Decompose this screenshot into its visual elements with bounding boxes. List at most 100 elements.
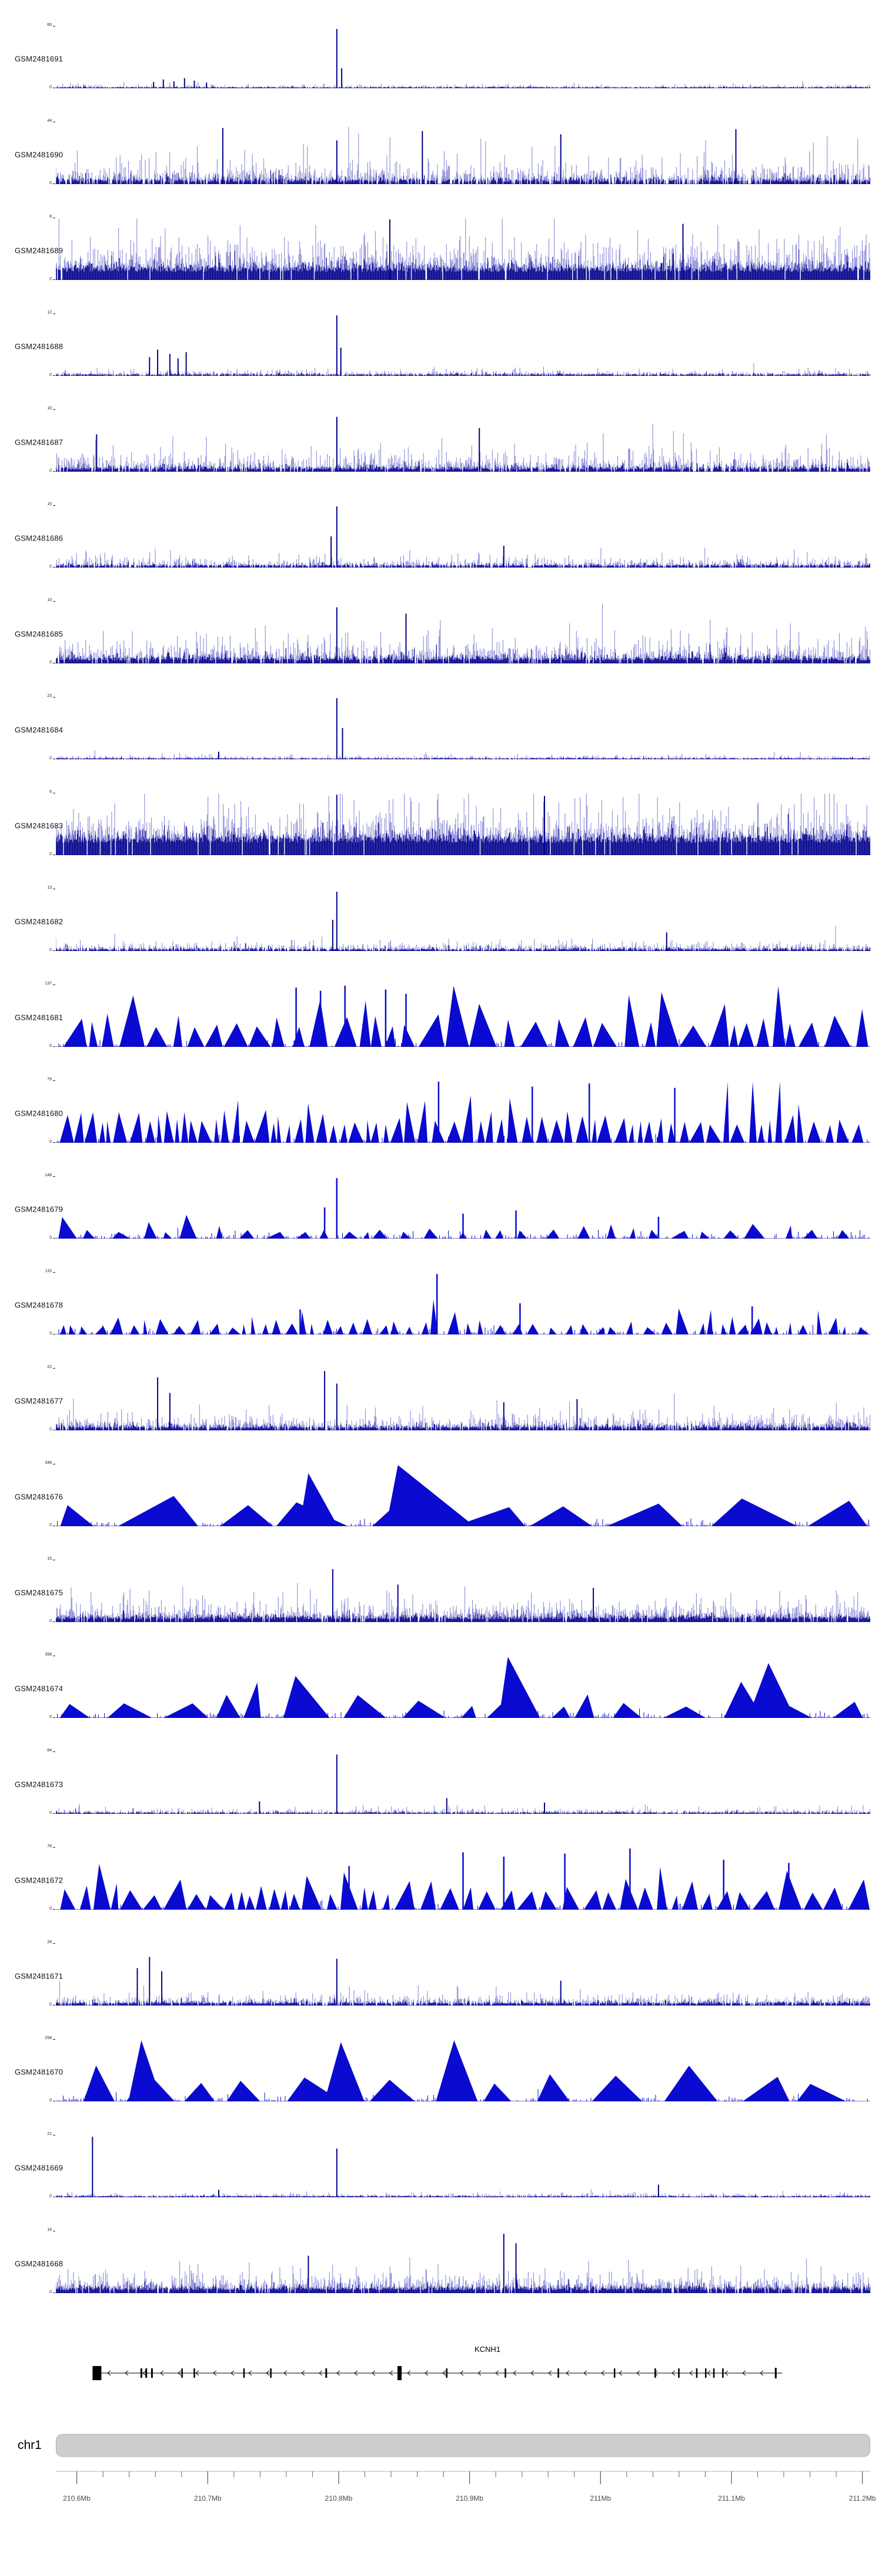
track-label: GSM2481672 (15, 1876, 64, 1884)
svg-text:210.6Mb: 210.6Mb (63, 2494, 91, 2502)
track-label: GSM2481680 (15, 1109, 64, 1117)
track-label: GSM2481682 (15, 917, 64, 926)
yaxis-tick-top (53, 409, 55, 410)
signal-plot (56, 2234, 870, 2293)
yaxis-max-label: 79 (47, 1077, 52, 1082)
yaxis-tick-bottom (53, 1046, 55, 1047)
yaxis-tick-top (53, 2039, 55, 2040)
yaxis-max-label: 21 (47, 2132, 52, 2136)
yaxis-tick-bottom (53, 279, 55, 280)
yaxis-zero-label: 0 (49, 277, 52, 281)
yaxis-zero-label: 0 (49, 948, 52, 952)
yaxis-max-label: 76 (47, 1844, 52, 1848)
track-label: GSM2481681 (15, 1013, 64, 1022)
track-label: GSM2481669 (15, 2163, 64, 2172)
track-row: GSM2481673 84 0 (0, 1736, 882, 1832)
signal-plot (56, 315, 870, 376)
yaxis-zero-label: 0 (49, 1427, 52, 1432)
yaxis-max-label: 26 (47, 1940, 52, 1944)
yaxis-zero-label: 0 (49, 469, 52, 473)
signal-plot (56, 126, 870, 184)
yaxis-zero-label: 0 (49, 2003, 52, 2007)
yaxis-tick-top (53, 1943, 55, 1944)
yaxis-zero-label: 0 (49, 1236, 52, 1240)
yaxis-zero-label: 0 (49, 1140, 52, 1144)
yaxis-max-label: 358 (45, 1653, 52, 1657)
yaxis-tick-top (53, 313, 55, 314)
yaxis-zero-label: 0 (49, 181, 52, 185)
yaxis-zero-label: 0 (49, 85, 52, 89)
track-row: GSM2481684 23 0 (0, 682, 882, 778)
track-label: GSM2481689 (15, 246, 64, 255)
track-label: GSM2481670 (15, 2067, 64, 2076)
track-row: GSM2481691 60 0 (0, 11, 882, 106)
track-row: GSM2481680 79 0 (0, 1065, 882, 1161)
track-row: GSM2481674 358 0 (0, 1640, 882, 1736)
signal-plot (56, 698, 870, 759)
yaxis-max-label: 15 (47, 1557, 52, 1561)
signal-tracks: GSM2481691 60 0 GSM2481690 44 0 GSM2481689 8 0 GS… (0, 11, 882, 2311)
yaxis-max-label: 44 (47, 119, 52, 123)
track-label: GSM2481687 (15, 438, 64, 446)
yaxis-zero-label: 0 (49, 2290, 52, 2294)
signal-plot (56, 1957, 870, 2006)
yaxis-tick-bottom (53, 2005, 55, 2006)
chromosome-ideogram-row: chr1 (0, 2431, 882, 2460)
yaxis-zero-label: 0 (49, 2098, 52, 2103)
gene-track: KCNH1 (0, 2314, 882, 2391)
yaxis-zero-label: 0 (49, 660, 52, 665)
track-row: GSM2481681 137 0 (0, 969, 882, 1065)
yaxis-max-label: 13 (47, 886, 52, 890)
track-label: GSM2481675 (15, 1588, 64, 1597)
svg-text:211.2Mb: 211.2Mb (849, 2494, 876, 2502)
yaxis-max-label: 258 (45, 2036, 52, 2040)
signal-plot (56, 1082, 870, 1143)
svg-text:210.8Mb: 210.8Mb (325, 2494, 353, 2502)
yaxis-zero-label: 0 (49, 2194, 52, 2198)
yaxis-tick-top (53, 1368, 55, 1369)
track-row: GSM2481676 348 0 (0, 1449, 882, 1544)
signal-plot (56, 416, 870, 472)
signal-plot (56, 892, 870, 951)
track-label: GSM2481691 (15, 54, 64, 63)
yaxis-tick-top (53, 1176, 55, 1177)
signal-plot (56, 1371, 870, 1430)
track-label: GSM2481688 (15, 342, 64, 351)
signal-plot (56, 1569, 870, 1622)
track-row: GSM2481688 12 0 (0, 298, 882, 394)
yaxis-max-label: 14 (47, 2228, 52, 2232)
yaxis-tick-bottom (53, 1621, 55, 1622)
yaxis-zero-label: 0 (49, 1619, 52, 1623)
track-row: GSM2481682 13 0 (0, 873, 882, 969)
signal-plot (56, 1848, 870, 1910)
yaxis-zero-label: 0 (49, 1715, 52, 1719)
track-row: GSM2481678 115 0 (0, 1257, 882, 1353)
yaxis-max-label: 12 (47, 311, 52, 315)
yaxis-zero-label: 0 (49, 1044, 52, 1048)
signal-plot (56, 29, 870, 88)
yaxis-tick-bottom (53, 1813, 55, 1814)
track-label: GSM2481677 (15, 1396, 64, 1405)
yaxis-tick-bottom (53, 567, 55, 568)
track-label: GSM2481673 (15, 1780, 64, 1788)
yaxis-zero-label: 0 (49, 852, 52, 856)
yaxis-zero-label: 0 (49, 756, 52, 760)
yaxis-tick-top (53, 1080, 55, 1081)
track-row: GSM2481686 15 0 (0, 490, 882, 586)
yaxis-tick-bottom (53, 1909, 55, 1910)
track-label: GSM2481683 (15, 821, 64, 830)
track-label: GSM2481685 (15, 629, 64, 638)
signal-plot (56, 1274, 870, 1334)
yaxis-zero-label: 0 (49, 1332, 52, 1336)
yaxis-max-label: 22 (47, 1365, 52, 1369)
signal-plot (56, 2137, 870, 2197)
yaxis-zero-label: 0 (49, 565, 52, 569)
track-row: GSM2481671 26 0 (0, 1928, 882, 2024)
yaxis-zero-label: 0 (49, 1523, 52, 1527)
track-row: GSM2481677 22 0 (0, 1353, 882, 1449)
yaxis-zero-label: 0 (49, 1811, 52, 1815)
yaxis-max-label: 10 (47, 598, 52, 602)
yaxis-tick-bottom (53, 375, 55, 376)
signal-plot (56, 2040, 870, 2101)
